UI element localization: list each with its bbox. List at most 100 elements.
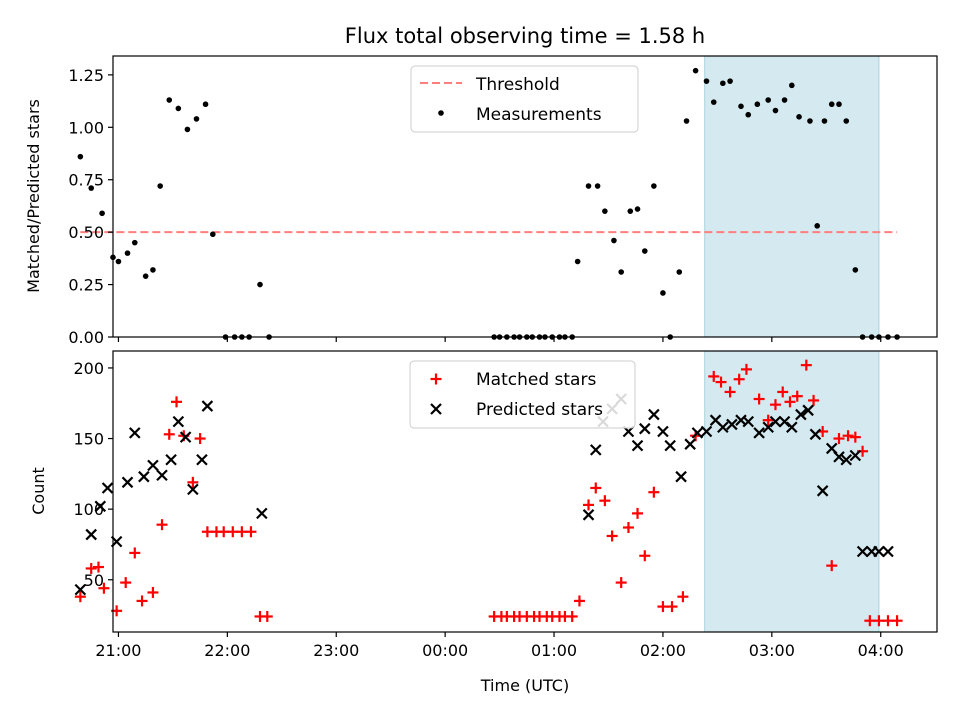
threshold-legend-label: Threshold xyxy=(475,75,560,95)
predicted-stars-point xyxy=(631,439,644,452)
measurements-legend-swatch xyxy=(438,110,444,116)
count-legend: Matched stars Predicted stars xyxy=(409,360,636,429)
highlight-span-top xyxy=(704,55,880,338)
measurement-point xyxy=(710,99,717,105)
matched-stars-point xyxy=(85,562,97,574)
matched-stars-point xyxy=(245,526,257,538)
matched-stars-point xyxy=(583,499,595,511)
measurement-point xyxy=(150,267,156,273)
x-tick-label: 22:00 xyxy=(204,641,250,660)
measurement-point xyxy=(676,269,683,275)
matched-stars-point xyxy=(261,610,273,622)
predicted-stars-point xyxy=(742,415,755,428)
matched-stars-point xyxy=(833,433,845,445)
matched-stars-point xyxy=(120,577,132,589)
measurement-point xyxy=(257,281,263,288)
measurement-point xyxy=(660,290,666,296)
ratio-panel: 0.00 0.25 0.50 0.75 1.00 1.25 Matched/Predict… xyxy=(24,55,938,347)
matched-stars-point xyxy=(648,486,660,498)
measurement-point xyxy=(720,80,726,87)
predicted-stars-point xyxy=(849,449,862,462)
predicted-stars-point xyxy=(873,545,885,558)
measurement-point xyxy=(175,105,182,112)
measurement-point xyxy=(602,208,608,214)
ratio-plot-frame xyxy=(112,55,938,338)
predicted-stars-point xyxy=(840,453,853,466)
x-tick-label: 00:00 xyxy=(422,641,468,660)
measurement-point xyxy=(651,183,657,189)
measurement-point xyxy=(703,78,710,84)
measurement-point xyxy=(796,114,802,120)
predicted-stars-point xyxy=(121,476,134,489)
predicted-stars-point xyxy=(753,427,765,439)
matched-stars-point xyxy=(784,396,796,408)
matched-stars-point xyxy=(590,482,602,494)
measurement-point xyxy=(807,118,813,124)
matched-stars-point xyxy=(147,586,159,598)
measurement-point xyxy=(627,208,634,214)
matched-stars-point xyxy=(762,414,774,426)
predicted-stars-point xyxy=(582,509,595,521)
predicted-stars-point xyxy=(101,482,114,494)
measurement-point xyxy=(692,67,699,74)
matched-stars-point xyxy=(826,560,838,572)
predicted-stars-point xyxy=(172,415,185,428)
measurement-point xyxy=(781,97,788,103)
predicted-stars-point xyxy=(179,431,192,443)
x-axis-label: Time (UTC) xyxy=(480,676,569,695)
matched-stars-point xyxy=(715,376,727,388)
matched-stars-point xyxy=(800,359,812,371)
matched-stars-point xyxy=(622,522,634,534)
measurement-point xyxy=(202,101,209,108)
measurement-point xyxy=(166,97,173,103)
measurement-point xyxy=(210,231,216,238)
measurement-point xyxy=(836,101,842,108)
matched-stars-point xyxy=(573,595,585,607)
predicted-stars-point xyxy=(256,507,268,520)
matched-stars-point xyxy=(187,476,199,488)
measurement-point xyxy=(618,269,624,275)
matched-stars-point xyxy=(808,394,820,406)
matched-stars-point xyxy=(615,577,627,589)
measurement-point xyxy=(814,223,821,229)
predicted-stars-point xyxy=(786,421,798,434)
measurement-point xyxy=(77,153,84,160)
matched-stars-point xyxy=(129,547,141,559)
matched-stars-point xyxy=(753,393,765,405)
ratio-y-axis-label: Matched/Predicted stars xyxy=(24,99,43,293)
measurement-point xyxy=(683,118,690,124)
ratio-legend-box xyxy=(410,65,639,133)
predicted-stars-point xyxy=(809,428,822,441)
predicted-legend-swatch xyxy=(430,403,442,415)
ratio-y-tick-label: 0.00 xyxy=(68,328,104,347)
predicted-stars-point xyxy=(156,469,168,482)
measurement-point xyxy=(124,250,131,256)
matched-stars-point xyxy=(156,519,168,531)
measurement-point xyxy=(594,183,601,189)
matched-stars-point xyxy=(842,430,854,442)
matched-stars-point xyxy=(733,373,745,385)
matched-stars-point xyxy=(666,601,678,613)
predicted-stars-point xyxy=(187,483,199,496)
measurement-point xyxy=(765,97,772,103)
predicted-stars-point xyxy=(795,408,807,421)
predicted-stars-point xyxy=(726,418,738,431)
matched-stars-point xyxy=(777,386,789,398)
matched-stars-point xyxy=(791,390,803,402)
predicted-stars-point xyxy=(802,404,814,417)
matched-stars-point xyxy=(566,610,578,622)
measurement-point xyxy=(789,82,795,89)
matched-legend-label: Matched stars xyxy=(476,370,596,390)
x-tick-label: 23:00 xyxy=(313,641,359,660)
count-plot-frame xyxy=(112,350,938,633)
measurement-point xyxy=(184,126,191,133)
x-tick-label: 21:00 xyxy=(95,641,141,660)
measurement-point xyxy=(115,258,122,265)
predicted-stars-point xyxy=(684,438,696,450)
matched-stars-point xyxy=(639,550,651,562)
predicted-stars-point xyxy=(165,453,177,466)
count-y-tick-label: 50 xyxy=(84,571,104,590)
matched-stars-point xyxy=(98,582,110,594)
matched-stars-point xyxy=(92,561,104,573)
count-axes: 21:00 22:00 23:00 00:00 01:00 02:00 03:00 04:00… xyxy=(73,359,903,660)
